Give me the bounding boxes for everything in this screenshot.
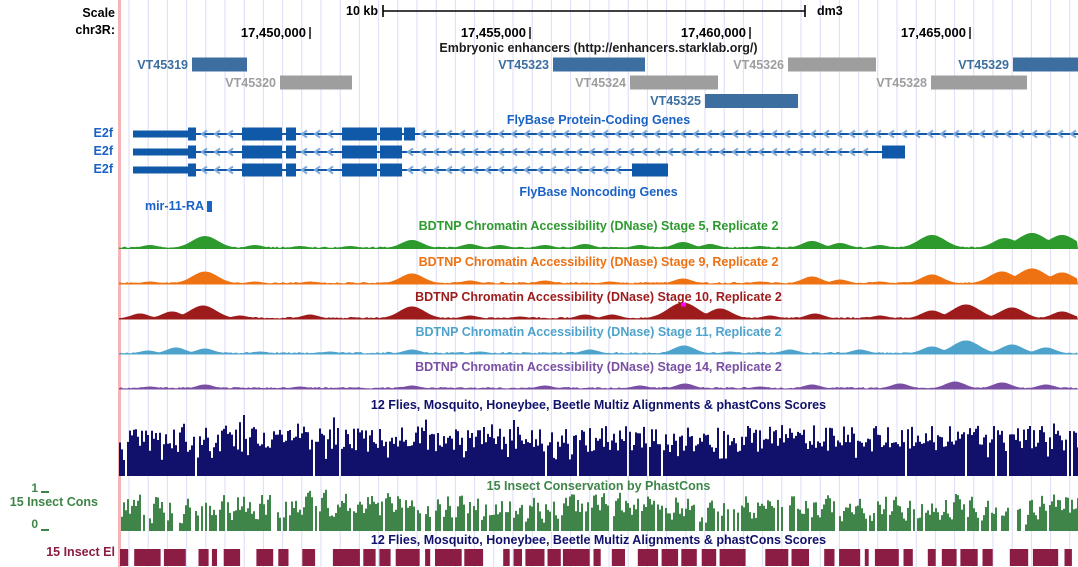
gene-label-E2f-2[interactable]: E2f bbox=[93, 162, 113, 176]
bdtnp-track-title-1: BDTNP Chromatin Accessibility (DNase) St… bbox=[418, 254, 779, 269]
phastcons-track-title: 15 Insect Conservation by PhastCons bbox=[486, 479, 711, 493]
phastcons-axis-max: 1 bbox=[31, 481, 38, 495]
bdtnp-wiggle-3[interactable] bbox=[119, 340, 1078, 355]
enhancer-item-label: VT45325 bbox=[650, 94, 701, 108]
gene-structure-E2f-2[interactable] bbox=[133, 163, 668, 177]
multiz-histogram[interactable] bbox=[119, 415, 1078, 476]
enhancer-item-label: VT45323 bbox=[498, 57, 549, 72]
enhancer-item-VT45325[interactable] bbox=[705, 94, 798, 108]
enhancer-item-VT45320[interactable] bbox=[280, 75, 352, 90]
elements-left-label[interactable]: 15 Insect El bbox=[46, 545, 115, 559]
coding-genes-track-title: FlyBase Protein-Coding Genes bbox=[506, 113, 691, 127]
phastcons-axis-min: 0 bbox=[31, 517, 38, 531]
bdtnp-track-title-3: BDTNP Chromatin Accessibility (DNase) St… bbox=[415, 324, 782, 339]
bdtnp-wiggle-1[interactable] bbox=[119, 268, 1078, 285]
ruler-tick-label: 17,455,000 bbox=[460, 25, 526, 40]
gene-structure-E2f-0[interactable] bbox=[133, 127, 1078, 141]
axis-tick-top bbox=[41, 491, 49, 493]
enhancer-item-VT45329[interactable] bbox=[1013, 57, 1078, 72]
assembly-label: dm3 bbox=[817, 4, 843, 18]
gene-structure-E2f-1[interactable] bbox=[133, 145, 905, 159]
bdtnp-wiggle-0[interactable] bbox=[119, 233, 1078, 249]
enhancer-item-label: VT45328 bbox=[876, 75, 927, 90]
multiz-track-title: 12 Flies, Mosquito, Honeybee, Beetle Mul… bbox=[370, 398, 827, 412]
enhancer-item-label: VT45326 bbox=[733, 57, 784, 72]
axis-tick-bottom bbox=[41, 529, 49, 531]
enhancers-track-title: Embryonic enhancers (http://enhancers.st… bbox=[439, 41, 758, 55]
enhancer-item-VT45324[interactable] bbox=[630, 75, 718, 90]
noncoding-gene-label[interactable]: mir-11-RA bbox=[144, 199, 204, 213]
enhancer-item-VT45323[interactable] bbox=[553, 57, 645, 72]
bdtnp-track-title-2: BDTNP Chromatin Accessibility (DNase) St… bbox=[415, 289, 782, 304]
elements-track-title: 12 Flies, Mosquito, Honeybee, Beetle Mul… bbox=[370, 533, 827, 547]
bdtnp-track-title-0: BDTNP Chromatin Accessibility (DNase) St… bbox=[418, 219, 779, 233]
enhancer-item-label: VT45329 bbox=[958, 57, 1009, 72]
enhancer-item-label: VT45320 bbox=[225, 75, 276, 90]
noncoding-genes-track-title: FlyBase Noncoding Genes bbox=[519, 185, 678, 199]
enhancer-item-label: VT45324 bbox=[575, 75, 626, 90]
insect-elements-track[interactable] bbox=[120, 549, 1072, 566]
phastcons-left-label[interactable]: 15 Insect Cons bbox=[9, 495, 98, 509]
enhancer-item-VT45328[interactable] bbox=[931, 75, 1027, 90]
ruler-tick-label: 17,450,000 bbox=[240, 25, 306, 40]
scale-bar bbox=[382, 5, 806, 17]
gene-label-E2f-0[interactable]: E2f bbox=[93, 126, 113, 140]
gene-label-E2f-1[interactable]: E2f bbox=[93, 144, 113, 158]
bdtnp-wiggle-2[interactable] bbox=[119, 302, 1078, 320]
ruler-tick-label: 17,465,000 bbox=[900, 25, 966, 40]
enhancer-item-VT45326[interactable] bbox=[788, 57, 876, 72]
enhancer-item-label: VT45319 bbox=[137, 57, 188, 72]
wiggle-clip-marker bbox=[681, 302, 686, 307]
enhancer-item-VT45319[interactable] bbox=[192, 57, 247, 72]
scale-value-label: 10 kb bbox=[346, 4, 378, 18]
ruler-tick-label: 17,460,000 bbox=[680, 25, 746, 40]
scale-row-label: Scale bbox=[82, 6, 115, 20]
noncoding-gene-item-mir-11-RA[interactable] bbox=[207, 201, 212, 212]
bdtnp-track-title-4: BDTNP Chromatin Accessibility (DNase) St… bbox=[415, 359, 782, 374]
bdtnp-wiggle-4[interactable] bbox=[119, 381, 1078, 390]
chromosome-label: chr3R: bbox=[75, 23, 115, 37]
phastcons-histogram[interactable] bbox=[121, 489, 1078, 531]
